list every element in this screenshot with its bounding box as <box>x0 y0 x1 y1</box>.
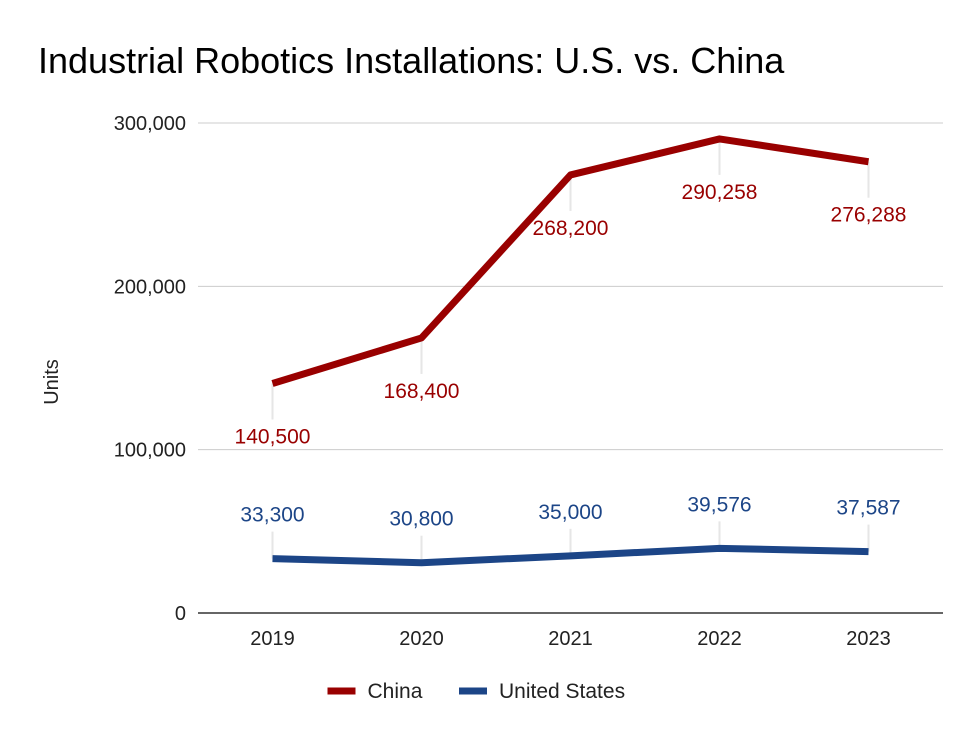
legend: China United States <box>327 680 625 703</box>
gridlines <box>198 122 943 451</box>
y-tick-label: 300,000 <box>114 113 186 135</box>
chart-title: Industrial Robotics Installations: U.S. … <box>38 40 785 81</box>
data-labels: 140,500 168,400 268,200 290,258 276,288 33,30… <box>235 181 907 531</box>
x-tick-label: 2022 <box>697 628 742 650</box>
x-tick-label: 2019 <box>250 628 295 650</box>
y-tick-label: 200,000 <box>114 276 186 298</box>
series-line-united-states <box>272 544 869 567</box>
y-axis-title: Units <box>41 359 63 405</box>
y-tick-label: 0 <box>175 603 186 625</box>
data-label: 37,587 <box>836 497 900 520</box>
axes: Units <box>41 359 943 614</box>
x-tick-label: 2020 <box>399 628 444 650</box>
legend-label: China <box>368 680 423 703</box>
data-label: 268,200 <box>533 217 609 240</box>
data-label: 35,000 <box>538 501 602 524</box>
data-label: 39,576 <box>687 493 751 516</box>
data-label: 30,800 <box>389 508 453 531</box>
x-tick-label: 2021 <box>548 628 593 650</box>
data-label: 276,288 <box>831 204 907 227</box>
data-label: 33,300 <box>240 504 304 527</box>
data-label: 140,500 <box>235 426 311 449</box>
series-line-china <box>271 135 870 387</box>
label-guides <box>271 138 870 563</box>
x-tick-label: 2023 <box>846 628 891 650</box>
series-lines <box>271 135 870 567</box>
data-label: 290,258 <box>682 181 758 204</box>
y-tick-label: 100,000 <box>114 440 186 462</box>
legend-label: United States <box>499 680 625 703</box>
data-label: 168,400 <box>384 380 460 403</box>
tick-labels: 0 100,000 200,000 300,000 2019 2020 2021 2022 20… <box>114 113 891 650</box>
